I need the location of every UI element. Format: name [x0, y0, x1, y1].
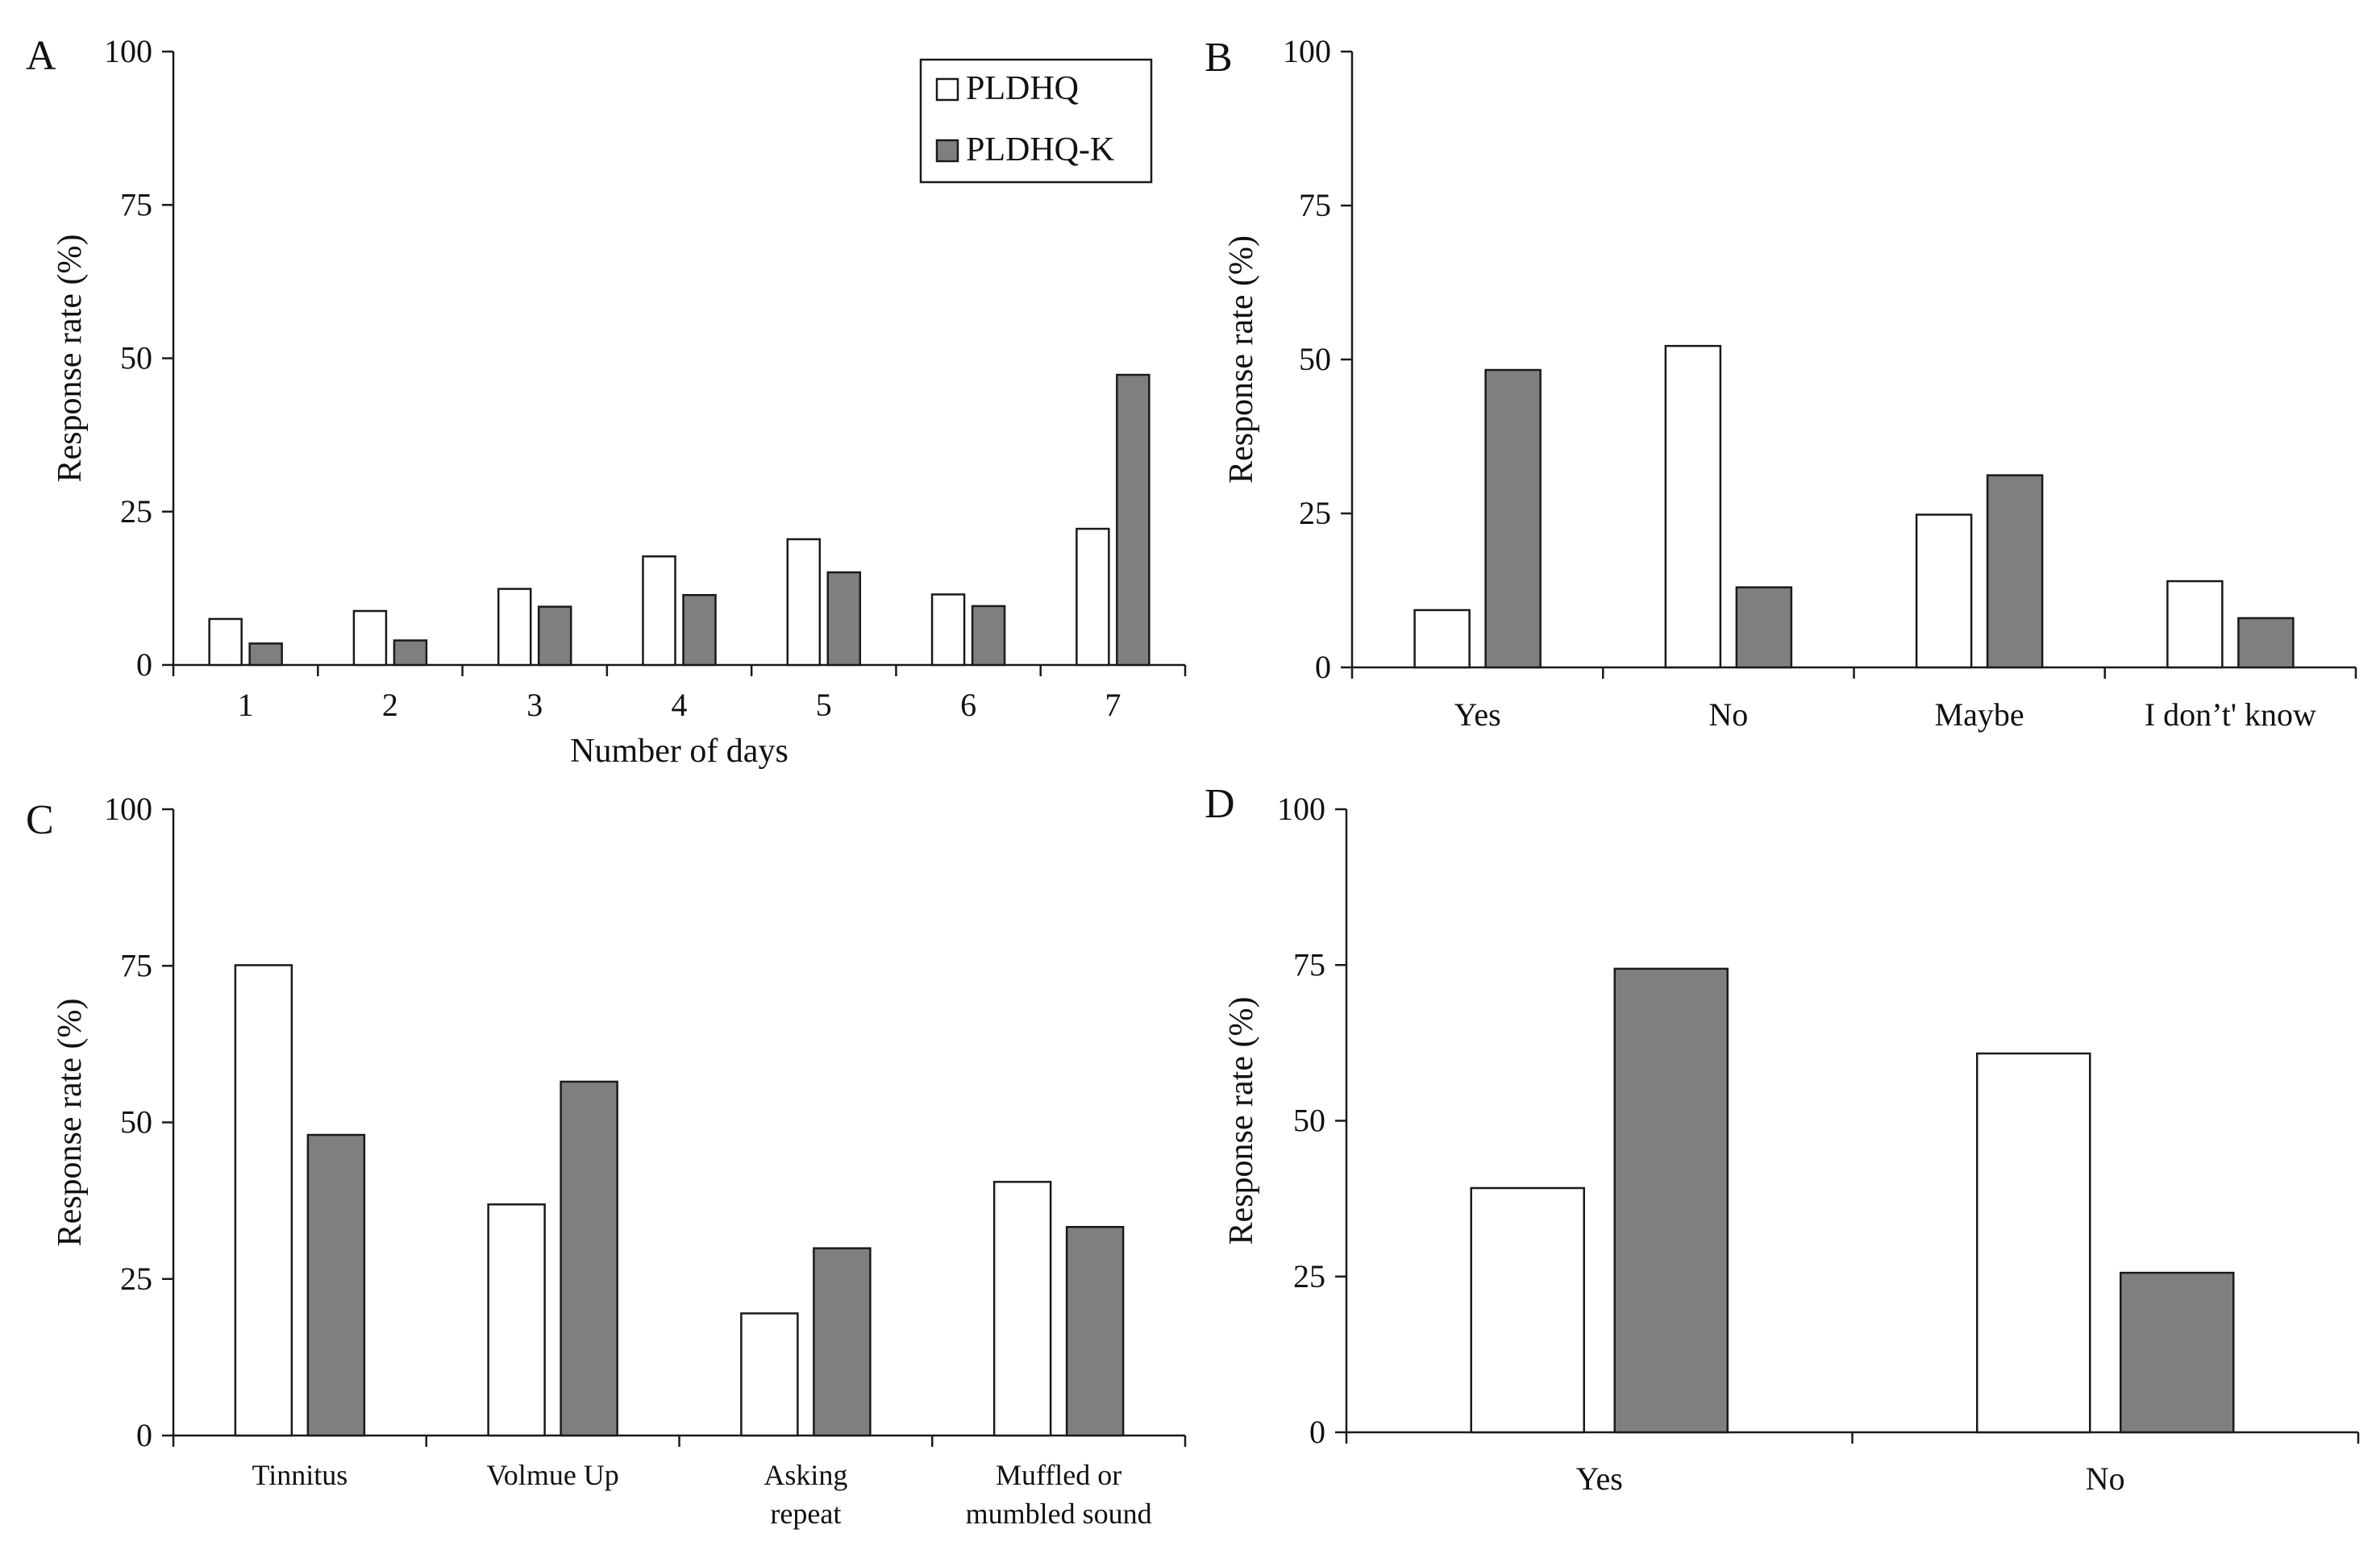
- x-tick-label: Muffled or: [996, 1459, 1121, 1491]
- bar-pldhq-k-4: [1065, 1226, 1125, 1437]
- y-tick-label: 75: [120, 947, 152, 983]
- bar-pldhq-7: [1076, 527, 1110, 667]
- bar-pldhq-k-1: [1484, 368, 1542, 669]
- legend-label: PLDHQ-K: [966, 131, 1114, 168]
- bar-pldhq-k-1: [306, 1133, 366, 1437]
- bar-pldhq-1: [1413, 609, 1471, 669]
- y-tick-label: 0: [1315, 649, 1331, 685]
- y-tick-label: 100: [104, 33, 152, 69]
- bar-pldhq-3: [1915, 513, 1973, 669]
- bar-pldhq-k-6: [971, 605, 1006, 667]
- bar-pldhq-6: [930, 593, 966, 667]
- legend-box: [919, 58, 1153, 184]
- y-tick-label: 100: [1283, 33, 1331, 69]
- x-tick-label: I don’t' know: [2145, 696, 2316, 733]
- panel-d: D 0 25 50 75 100 Response rate (%) Yes No: [1205, 781, 2360, 1497]
- panel-letter: D: [1205, 781, 1235, 827]
- x-tick-label: Volmue Up: [486, 1459, 618, 1491]
- x-tick-label: Yes: [1576, 1461, 1623, 1497]
- y-axis-title: Response rate (%): [52, 999, 89, 1247]
- y-tick-label: 75: [120, 186, 152, 222]
- bar-pldhq-2: [487, 1203, 546, 1437]
- x-tick-label: Yes: [1454, 696, 1501, 733]
- y-tick-label: 50: [120, 340, 152, 376]
- bar-pldhq-1: [234, 964, 293, 1437]
- y-tick-label: 25: [1299, 495, 1331, 531]
- y-tick-label: 25: [120, 1261, 152, 1297]
- legend-swatch-pldhq-k: [935, 139, 959, 163]
- legend-label: PLDHQ: [966, 70, 1079, 107]
- y-tick-label: 100: [104, 791, 152, 827]
- bar-pldhq-k-2: [560, 1080, 618, 1437]
- panel-letter: B: [1205, 35, 1233, 81]
- bar-pldhq-3: [740, 1312, 799, 1437]
- y-tick-label: 0: [1309, 1414, 1325, 1450]
- x-tick-label: repeat: [770, 1498, 841, 1530]
- y-tick-label: 50: [1293, 1103, 1325, 1139]
- bar-pldhq-k-1: [248, 642, 283, 667]
- bar-pldhq-2: [1976, 1052, 2091, 1434]
- bar-pldhq-5: [786, 538, 822, 667]
- y-axis-title: Response rate (%): [1223, 997, 1260, 1245]
- panel-letter: C: [26, 797, 54, 843]
- bar-pldhq-k-3: [813, 1247, 872, 1437]
- bar-pldhq-2: [1664, 344, 1722, 669]
- bar-pldhq-k-2: [2120, 1271, 2235, 1434]
- x-tick-label: Tinnitus: [252, 1459, 348, 1491]
- x-tick-label: 4: [672, 687, 688, 723]
- x-axis-title: Number of days: [570, 733, 788, 770]
- bar-pldhq-2: [352, 609, 388, 667]
- bar-pldhq-3: [497, 588, 532, 667]
- y-axis-title: Response rate (%): [1223, 235, 1260, 484]
- bar-pldhq-k-4: [682, 593, 717, 667]
- bar-pldhq-4: [992, 1181, 1052, 1437]
- panel-a: A 0 25 50 75 100 Response rate (%) 1 2 3 4 5 6 7 Numbe…: [26, 33, 1187, 770]
- x-tick-label: Asking: [764, 1459, 847, 1491]
- legend-swatch-pldhq: [935, 77, 959, 102]
- panel-c: C 0 25 50 75 100 Response rate (%) Tinnitus Volm…: [26, 791, 1187, 1530]
- y-tick-label: 25: [1293, 1258, 1325, 1294]
- bar-pldhq-4: [2166, 580, 2224, 669]
- y-tick-label: 75: [1293, 946, 1325, 983]
- y-tick-label: 25: [120, 493, 152, 530]
- bar-pldhq-k-2: [393, 639, 428, 667]
- x-tick-label: 3: [526, 687, 543, 723]
- y-tick-label: 75: [1299, 187, 1331, 223]
- y-tick-label: 100: [1277, 791, 1325, 827]
- x-tick-label: 1: [238, 687, 254, 723]
- bar-pldhq-k-7: [1116, 373, 1150, 667]
- bar-pldhq-k-4: [2237, 617, 2295, 669]
- panel-b: B 0 25 50 75 100 Response rate (%) Yes No Maybe I …: [1205, 33, 2357, 733]
- x-tick-label: No: [2086, 1461, 2125, 1497]
- y-tick-label: 50: [1299, 341, 1331, 377]
- bar-pldhq-k-2: [1735, 586, 1793, 669]
- bar-pldhq-k-3: [1986, 474, 2044, 669]
- bar-pldhq-1: [208, 617, 243, 667]
- y-tick-label: 0: [136, 1417, 152, 1453]
- legend: PLDHQ PLDHQ-K: [919, 58, 1153, 184]
- y-tick-label: 0: [136, 646, 152, 683]
- x-tick-label: Maybe: [1935, 696, 2024, 733]
- bar-pldhq-1: [1470, 1186, 1585, 1434]
- x-tick-label: 6: [960, 687, 976, 723]
- x-tick-label: No: [1708, 696, 1748, 733]
- bar-pldhq-k-1: [1613, 967, 1729, 1434]
- x-tick-label: 2: [382, 687, 398, 723]
- y-axis-title: Response rate (%): [52, 235, 89, 483]
- x-tick-label: mumbled sound: [966, 1498, 1152, 1530]
- y-tick-label: 50: [120, 1104, 152, 1141]
- bar-pldhq-k-5: [826, 571, 862, 667]
- bar-pldhq-k-3: [537, 605, 572, 667]
- x-tick-label: 5: [816, 687, 832, 723]
- panel-letter: A: [26, 33, 56, 79]
- bar-pldhq-4: [642, 555, 676, 667]
- x-tick-label: 7: [1105, 687, 1121, 723]
